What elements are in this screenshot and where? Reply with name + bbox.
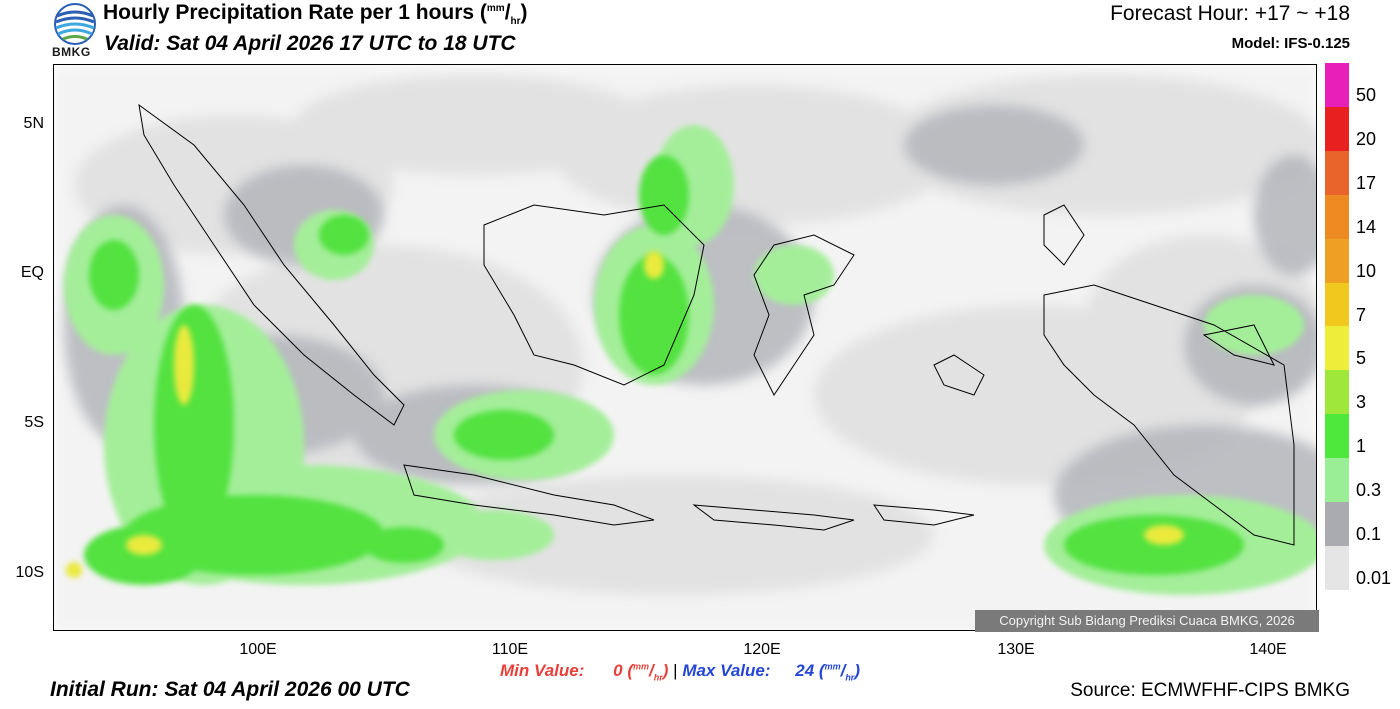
colorbar-segment: [1325, 282, 1349, 327]
colorbar: [1325, 63, 1349, 590]
lat-label-eq: EQ: [20, 264, 44, 281]
colorbar-label: 0.01: [1356, 568, 1392, 588]
rain-5-spots: [66, 251, 1184, 578]
colorbar-label: 7: [1356, 304, 1367, 325]
colorbar-segment: [1325, 458, 1349, 503]
colorbar-segment: [1325, 150, 1349, 195]
colorbar-segment: [1325, 370, 1349, 415]
lon-label-140e: 140E: [1249, 641, 1287, 658]
max-label: Max Value:: [682, 661, 771, 680]
colorbar-label: 17: [1356, 172, 1377, 193]
precipitation-map: [53, 64, 1317, 631]
valid-time: Valid: Sat 04 April 2026 17 UTC to 18 UT…: [104, 32, 516, 55]
colorbar-segment: [1325, 545, 1349, 590]
lat-label-5s: 5S: [24, 414, 44, 431]
min-label: Min Value:: [500, 661, 585, 680]
logo-text: BMKG: [52, 45, 91, 59]
colorbar-segment: [1325, 502, 1349, 546]
copyright-notice: Copyright Sub Bidang Prediksi Cuaca BMKG…: [975, 610, 1319, 632]
colorbar-segment: [1325, 106, 1349, 151]
separator: |: [673, 661, 678, 680]
lat-label-5n: 5N: [23, 115, 44, 132]
min-value: 0: [613, 661, 623, 680]
colorbar-label: 0.3: [1356, 480, 1382, 501]
lon-label-100e: 100E: [239, 641, 277, 658]
colorbar-label: 0.1: [1356, 524, 1382, 545]
lon-label-120e: 120E: [743, 641, 781, 658]
forecast-hour: Forecast Hour: +17 ~ +18: [1110, 2, 1350, 25]
colorbar-label: 3: [1356, 392, 1367, 413]
colorbar-label: 50: [1356, 84, 1377, 105]
model-label: Model: IFS-0.125: [1231, 35, 1350, 52]
lon-label-110e: 110E: [491, 641, 529, 658]
colorbar-segment: [1325, 194, 1349, 239]
colorbar-label: 5: [1356, 348, 1367, 369]
colorbar-segment: [1325, 326, 1349, 371]
lon-label-130e: 130E: [997, 641, 1035, 658]
bmkg-logo: [49, 2, 101, 62]
colorbar-segment: [1325, 414, 1349, 459]
max-value: 24: [795, 661, 815, 680]
min-max-values: Min Value: 0 (mm/hr) | Max Value: 24 (mm…: [500, 661, 860, 683]
colorbar-label: 1: [1356, 436, 1367, 457]
colorbar-segment: [1325, 238, 1349, 283]
colorbar-label: 10: [1356, 260, 1377, 281]
coastlines: [138, 103, 1295, 546]
data-source: Source: ECMWFHF-CIPS BMKG: [1070, 680, 1350, 701]
colorbar-label: 14: [1356, 216, 1377, 237]
colorbar-segment: [1325, 63, 1349, 107]
colorbar-label: 20: [1356, 128, 1377, 149]
initial-run: Initial Run: Sat 04 April 2026 00 UTC: [50, 678, 410, 701]
lat-label-10s: 10S: [15, 564, 44, 581]
chart-title: Hourly Precipitation Rate per 1 hours (m…: [103, 1, 528, 28]
